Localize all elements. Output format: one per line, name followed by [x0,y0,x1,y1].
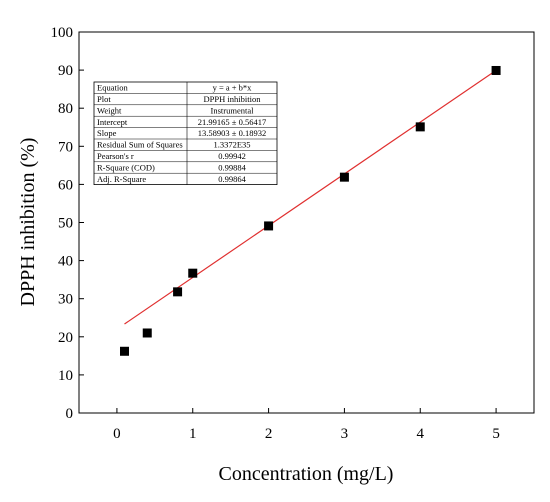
data-point [264,221,274,231]
stats-key: Weight [97,105,122,115]
stats-value: 0.99864 [218,174,246,184]
stats-value: y = a + b*x [213,83,253,93]
x-axis: 0 1 2 3 4 5 [113,408,500,442]
fit-line [124,69,497,325]
stats-key: R-Square (COD) [97,162,155,172]
x-axis-title: Concentration (mg/L) [219,463,394,485]
stats-value: Instrumental [211,105,255,115]
data-point [491,65,501,75]
stats-value: 0.99942 [218,151,246,161]
y-tick-label: 80 [58,101,73,117]
y-tick-label: 100 [51,25,74,41]
y-tick-label: 50 [58,216,73,232]
x-tick-label: 5 [492,426,500,442]
x-tick-label: 0 [113,426,121,442]
stats-value: 13.58903 ± 0.18932 [198,128,266,138]
data-points [120,65,501,356]
stats-key: Pearson's r [97,151,134,161]
y-tick-label: 0 [66,406,74,422]
y-tick-label: 20 [58,330,73,346]
stats-table-frame [93,81,278,185]
stats-key: Plot [97,94,111,104]
stats-key: Intercept [97,117,128,127]
y-tick-label: 40 [58,254,73,270]
x-tick-label: 2 [265,426,273,442]
y-tick-label: 10 [58,368,73,384]
y-tick-label: 30 [58,292,73,308]
y-axis: 0 10 20 30 40 50 60 70 80 90 100 [51,25,84,422]
data-point [142,328,152,338]
stats-value: 0.99884 [218,162,246,172]
x-tick-label: 4 [417,426,425,442]
y-tick-label: 90 [58,63,73,79]
stats-table: Equation y = a + b*x Plot DPPH inhibition We… [93,81,278,185]
data-point [188,268,198,278]
data-point [173,287,183,297]
fit-line-group [124,69,497,325]
stats-key: Residual Sum of Squares [97,140,183,150]
y-tick-label: 60 [58,177,73,193]
stats-key: Slope [97,128,117,138]
data-point [415,122,425,132]
stats-value: 1.3372E35 [213,140,250,150]
x-tick-label: 3 [341,426,349,442]
y-axis-title: DPPH inhibition (%) [17,138,39,307]
stats-value: 21.99165 ± 0.56417 [198,117,266,127]
stats-key: Equation [97,83,128,93]
x-tick-label: 1 [189,426,197,442]
data-point [339,172,349,182]
y-tick-label: 70 [58,139,73,155]
stats-value: DPPH inhibition [204,94,262,104]
stats-key: Adj. R-Square [97,174,146,184]
data-point [120,346,129,356]
